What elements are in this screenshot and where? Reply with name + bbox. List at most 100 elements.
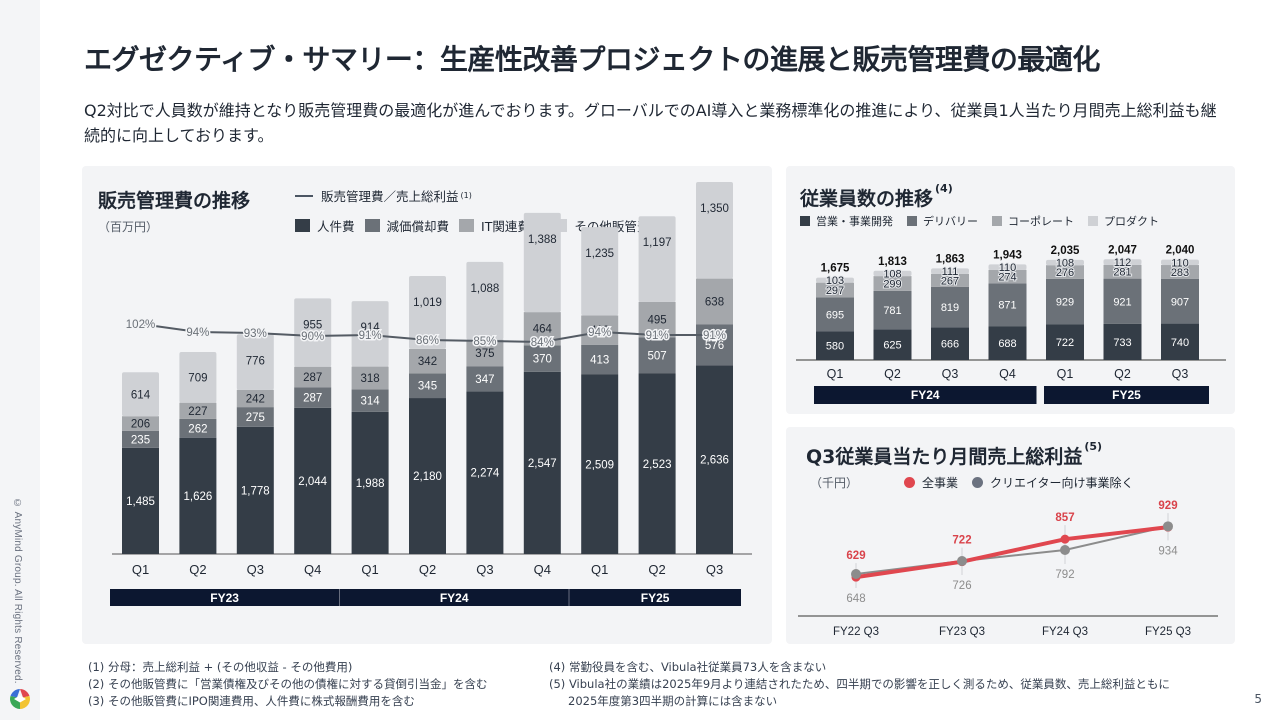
- sga-stacked-bar-chart: 1,485 235 206 614 Q1 1,626 262 227 709 Q2 1,778 275…: [110, 182, 752, 606]
- bar-segment-4: [1046, 259, 1084, 266]
- fiscal-year-bar: [814, 386, 1037, 404]
- bar-data-label: 103: [826, 275, 844, 287]
- bar-segment-1: [351, 411, 389, 554]
- bar-data-label: 688: [998, 338, 1016, 350]
- legend-label: デリバリー: [923, 215, 978, 228]
- legend-label: プロダクト: [1104, 215, 1159, 228]
- gross-profit-title-note: (5): [1084, 440, 1103, 453]
- bar-data-label: 276: [1056, 267, 1074, 279]
- footnote-3: (3) その他販管費にIPO関連費用、人件費に株式報酬費用を含む: [88, 694, 415, 708]
- bar-segment-3: [122, 416, 159, 431]
- x-tick-label: Q3: [942, 367, 959, 381]
- legend-swatch: [459, 219, 475, 232]
- fiscal-year-label: FY23: [210, 591, 239, 605]
- x-tick-label: FY24 Q3: [1042, 626, 1088, 638]
- ratio-line: [140, 323, 715, 344]
- bar-segment-4: [873, 270, 912, 277]
- fiscal-year-bar: [1044, 386, 1209, 404]
- bar-segment-2: [988, 283, 1027, 327]
- bar-segment-2: [696, 324, 733, 366]
- bar-data-label: 1,350: [700, 203, 729, 215]
- x-tick-label: Q1: [827, 367, 844, 381]
- fiscal-year-bar: [569, 589, 741, 606]
- bar-data-label: 614: [131, 389, 151, 401]
- bar-segment-2: [122, 430, 159, 448]
- employee-title-note: (4): [935, 182, 953, 195]
- bar-data-label: 235: [131, 434, 150, 446]
- bar-segment-3: [1046, 265, 1084, 279]
- point-excl-creator: [957, 556, 967, 566]
- legend-label: 全事業: [922, 476, 959, 490]
- anymind-logo-icon: [10, 689, 30, 709]
- x-tick-label: Q3: [476, 562, 493, 577]
- footnotes-right: (4) 常勤役員を含む、Vibula社従業員73人を含まない (5) Vibul…: [549, 659, 1170, 710]
- bar-segment-1: [294, 407, 332, 554]
- point-excl-creator: [1060, 545, 1070, 555]
- bar-segment-4: [409, 276, 446, 349]
- bar-segment-2: [816, 297, 854, 332]
- bar-total-label: 1,675: [821, 263, 850, 275]
- x-tick-label: Q1: [361, 562, 378, 577]
- footnotes-left: (1) 分母：売上総利益 + (その他収益 - その他費用) (2) その他販管…: [88, 659, 487, 710]
- bar-segment-3: [638, 301, 676, 338]
- employee-chart-panel: 従業員数の推移 (4) 営業・事業開発 デリバリー コーポレート プロダクト 58…: [786, 166, 1235, 414]
- x-tick-label: Q2: [419, 562, 436, 577]
- bar-data-label: 1,019: [413, 297, 442, 309]
- gross-profit-line-chart: FY22 Q3 FY23 Q3 FY24 Q3 FY25 Q3 629 648 722 726…: [798, 500, 1218, 638]
- employee-chart-title: 従業員数の推移 (4): [800, 182, 953, 211]
- bar-data-label: 206: [131, 419, 150, 431]
- bar-data-label: 1,388: [528, 234, 557, 246]
- bar-data-label: 666: [941, 339, 959, 351]
- legend-label: 人件費: [317, 219, 355, 234]
- bar-segment-3: [696, 278, 733, 325]
- fiscal-year-label: FY25: [1112, 388, 1141, 402]
- bar-data-label: 722: [1056, 337, 1074, 349]
- bar-segment-4: [696, 182, 733, 279]
- bar-segment-2: [409, 373, 446, 399]
- bar-total-label: 2,040: [1166, 245, 1195, 257]
- legend-item-product: プロダクト: [1088, 213, 1159, 229]
- legend-swatch: [1088, 216, 1098, 226]
- bar-segment-3: [409, 348, 446, 374]
- bar-data-label: 342: [418, 356, 437, 368]
- data-label-all: 929: [1158, 500, 1177, 512]
- bar-data-label: 281: [1113, 267, 1131, 279]
- x-tick-label: Q4: [304, 562, 321, 577]
- legend-swatch: [364, 219, 380, 232]
- x-tick-label: Q2: [1114, 367, 1131, 381]
- bar-segment-2: [466, 366, 504, 392]
- sga-line-legend: 販売管理費／売上総利益 (1): [295, 186, 472, 205]
- data-label-all: 857: [1055, 512, 1074, 524]
- legend-dot: [904, 477, 915, 488]
- bar-segment-1: [523, 371, 561, 554]
- legend-item-sales: 営業・事業開発: [800, 213, 893, 229]
- bar-data-label: 2,523: [643, 459, 672, 471]
- data-label-excl-creator: 648: [846, 593, 865, 605]
- bar-data-label: 638: [705, 296, 724, 308]
- bar-segment-3: [816, 282, 854, 298]
- x-tick-label: Q2: [884, 367, 901, 381]
- bar-segment-2: [581, 344, 619, 375]
- bar-segment-2: [931, 286, 969, 328]
- footnote-2: (2) その他販管費に「営業債権及びその他の債権に対する貸倒引当金」を含む: [88, 677, 488, 691]
- bar-data-label: 1,197: [643, 237, 672, 249]
- bar-segment-2: [1161, 278, 1199, 324]
- bar-data-label: 1,988: [356, 478, 385, 490]
- bar-data-label: 871: [998, 300, 1016, 312]
- gross-profit-unit-label: （千円）: [810, 476, 859, 490]
- x-tick-label: Q4: [534, 562, 551, 577]
- bar-data-label: 2,509: [585, 459, 614, 471]
- bar-segment-4: [988, 264, 1027, 270]
- fiscal-year-label: FY24: [440, 591, 469, 605]
- gross-profit-title-text: Q3従業員当たり月間売上総利益: [806, 446, 1083, 468]
- fiscal-year-label: FY25: [641, 591, 670, 605]
- bar-data-label: 110: [1171, 257, 1189, 269]
- bar-data-label: 2,274: [471, 468, 500, 480]
- bar-segment-1: [1103, 323, 1142, 360]
- bar-data-label: 2,547: [528, 458, 557, 470]
- bar-segment-2: [1046, 278, 1084, 325]
- bar-segment-2: [351, 389, 389, 412]
- bar-data-label: 929: [1056, 297, 1074, 309]
- bar-data-label: 275: [246, 412, 265, 424]
- fiscal-year-label: FY24: [911, 388, 940, 402]
